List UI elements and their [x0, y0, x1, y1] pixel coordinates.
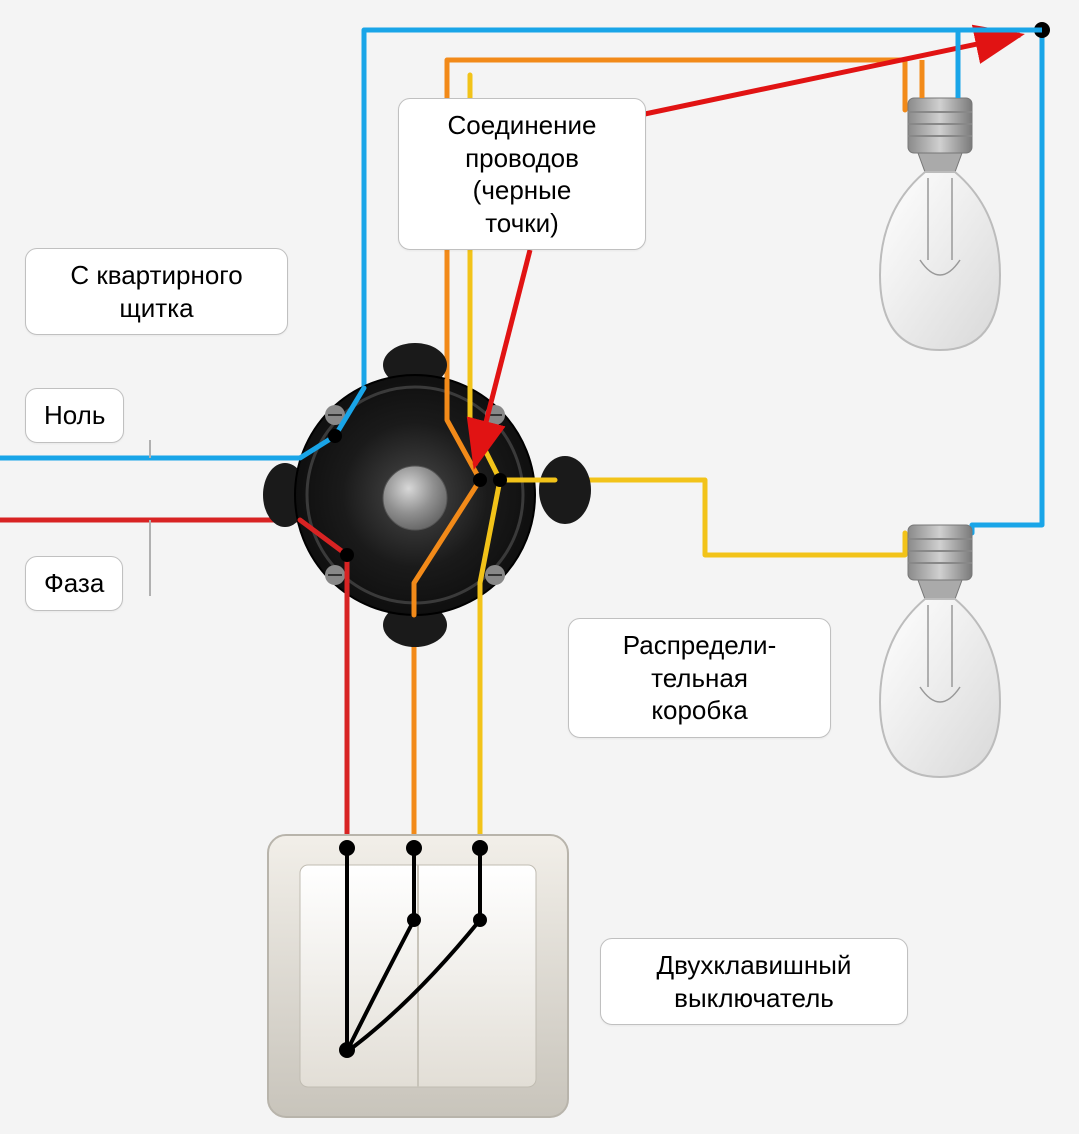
wall-switch — [268, 835, 568, 1117]
bulb-2 — [880, 525, 1000, 777]
junction-box — [263, 343, 591, 647]
label-switch: Двухклавишныйвыключатель — [600, 938, 908, 1025]
label-connections: Соединениепроводов(черныеточки) — [398, 98, 646, 250]
label-neutral: Ноль — [25, 388, 124, 443]
label-phase: Фаза — [25, 556, 123, 611]
label-from-panel: С квартирногощитка — [25, 248, 288, 335]
label-junction-box: Распредели-тельнаякоробка — [568, 618, 831, 738]
